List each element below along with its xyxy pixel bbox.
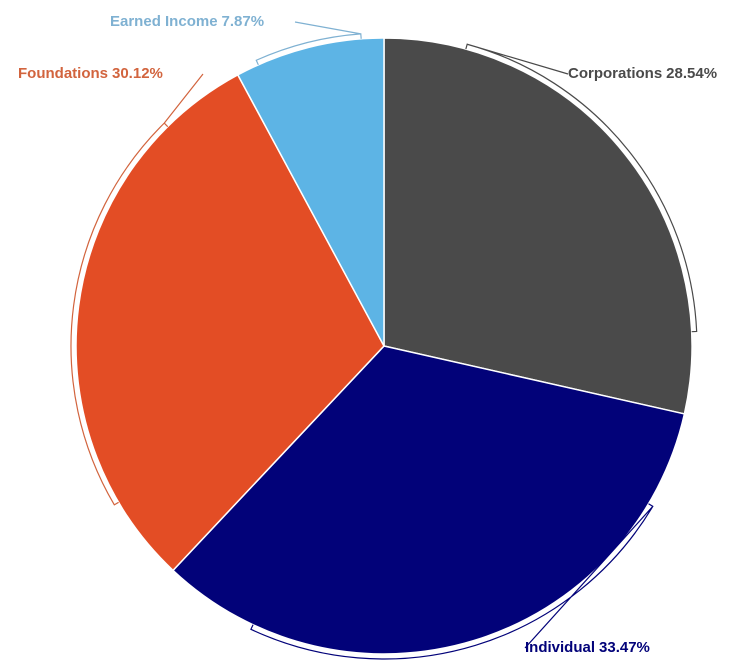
slice-label-value: 33.47% <box>599 639 650 656</box>
slice-label: Foundations 30.12% <box>18 65 163 82</box>
leader-line <box>465 43 698 333</box>
pie-slice <box>383 37 693 415</box>
leader-line <box>70 73 204 506</box>
slice-label-value: 7.87% <box>222 13 265 30</box>
slice-label-value: 28.54% <box>666 65 717 82</box>
slice-label-value: 30.12% <box>112 65 163 82</box>
leader-line <box>250 503 654 660</box>
slice-label-name: Individual <box>525 639 595 656</box>
slice-label: Corporations 28.54% <box>568 65 717 82</box>
slice-label-name: Foundations <box>18 65 108 82</box>
slice-label-name: Earned Income <box>110 13 218 30</box>
slice-label: Earned Income 7.87% <box>110 13 264 30</box>
pie-slice <box>171 345 686 655</box>
slice-label: Individual 33.47% <box>525 639 650 656</box>
pie-slice <box>75 73 385 572</box>
leader-line <box>255 21 362 66</box>
slice-label-name: Corporations <box>568 65 662 82</box>
pie-slice <box>236 37 385 347</box>
